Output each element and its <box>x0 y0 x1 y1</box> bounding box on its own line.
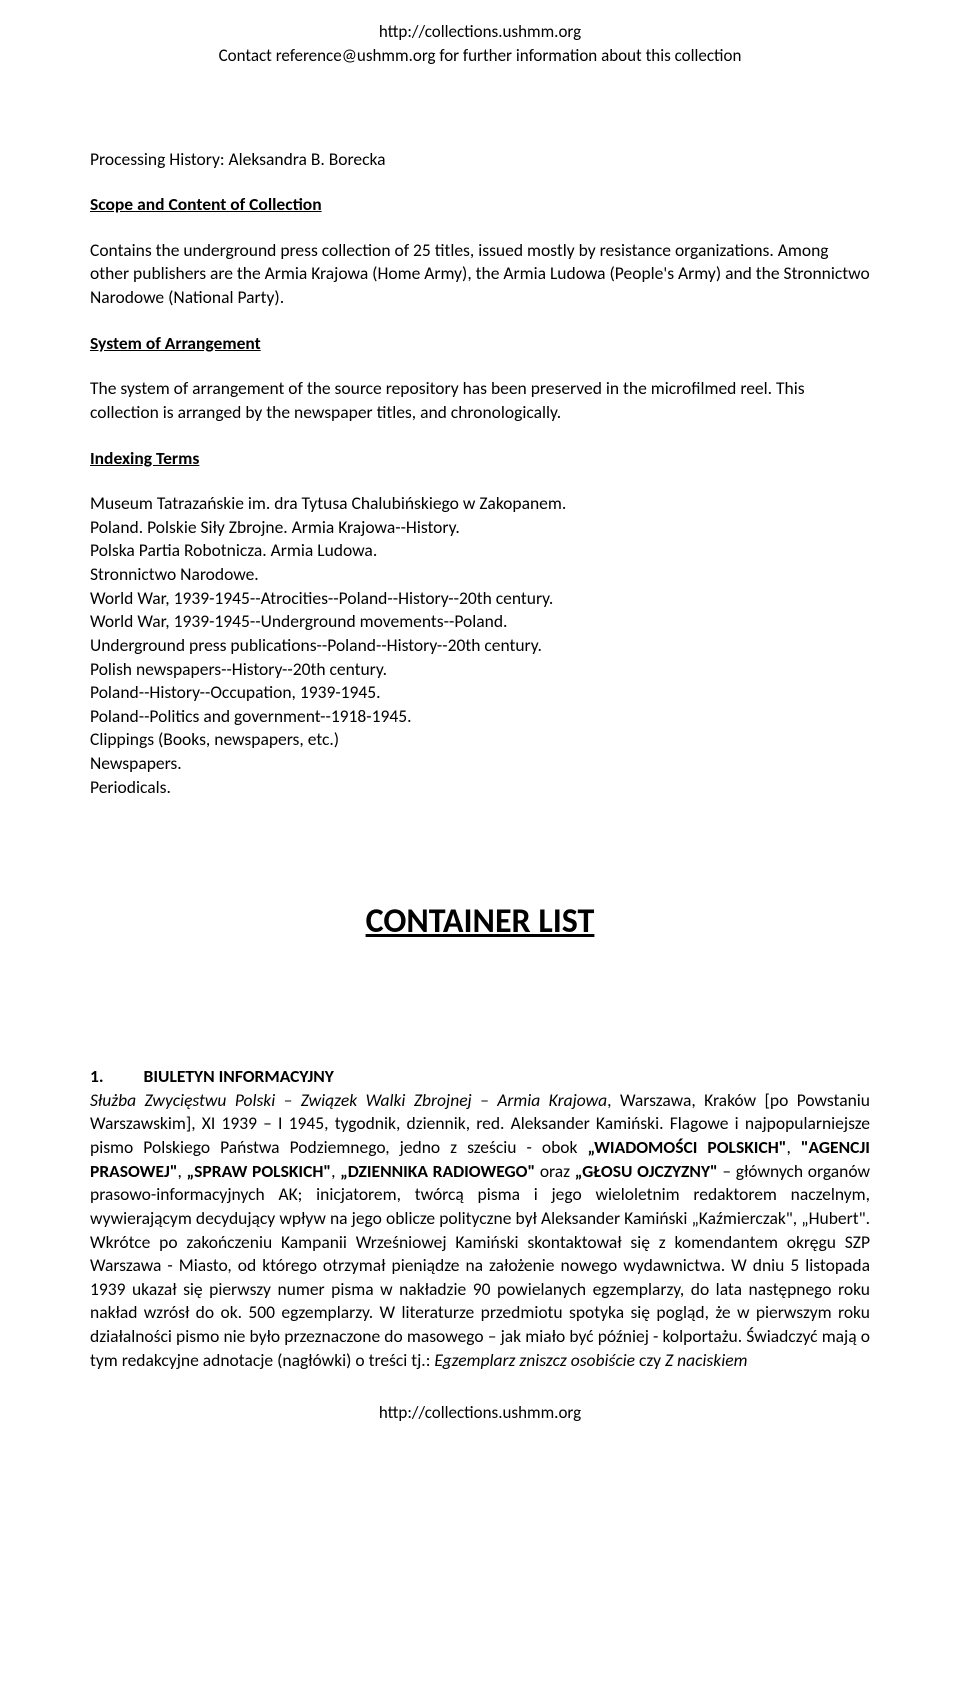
indexing-term: Periodicals. <box>90 776 870 800</box>
indexing-heading: Indexing Terms <box>90 447 870 471</box>
indexing-term: Museum Tatrazańskie im. dra Tytusa Chalu… <box>90 492 870 516</box>
entry-bold-3: „SPRAW POLSKICH" <box>187 1160 332 1182</box>
entry-bold-4: „DZIENNIKA RADIOWEGO" <box>340 1160 535 1182</box>
entry-bold-1: „WIADOMOŚCI POLSKICH" <box>587 1136 786 1158</box>
entry-text-2: – głównych organów prasowo-informacyjnyc… <box>90 1160 870 1371</box>
entry-sep-3: , <box>331 1160 340 1182</box>
indexing-term: Stronnictwo Narodowe. <box>90 563 870 587</box>
header-contact: Contact reference@ushmm.org for further … <box>90 44 870 68</box>
indexing-term: World War, 1939-1945--Atrocities--Poland… <box>90 587 870 611</box>
indexing-term: Poland--History--Occupation, 1939-1945. <box>90 681 870 705</box>
entry-number: 1. <box>90 1065 104 1087</box>
entry-italic-publisher: Służba Zwycięstwu Polski – Związek Walki… <box>90 1089 607 1111</box>
indexing-terms-list: Museum Tatrazańskie im. dra Tytusa Chalu… <box>90 492 870 799</box>
entry-sep-4: oraz <box>535 1160 575 1182</box>
entry-bold-5: „GŁOSU OJCZYZNY" <box>575 1160 718 1182</box>
scope-para: Contains the underground press collectio… <box>90 239 870 310</box>
container-list-title: CONTAINER LIST <box>90 899 870 945</box>
indexing-term: Polish newspapers--History--20th century… <box>90 658 870 682</box>
arrangement-para: The system of arrangement of the source … <box>90 377 870 424</box>
entry-italic-end-1: Egzemplarz zniszcz osobiście <box>434 1349 635 1371</box>
indexing-term: Clippings (Books, newspapers, etc.) <box>90 728 870 752</box>
arrangement-heading: System of Arrangement <box>90 332 870 356</box>
header-url: http://collections.ushmm.org <box>90 20 870 44</box>
entry-1: 1. BIULETYN INFORMACYJNY Służba Zwycięstw… <box>90 1065 870 1372</box>
entry-end-sep: czy <box>635 1349 665 1371</box>
indexing-term: Polska Partia Robotnicza. Armia Ludowa. <box>90 539 870 563</box>
indexing-term: Poland--Politics and government--1918-19… <box>90 705 870 729</box>
page-header: http://collections.ushmm.org Contact ref… <box>90 20 870 68</box>
entry-sep-2: , <box>178 1160 187 1182</box>
indexing-term: Underground press publications--Poland--… <box>90 634 870 658</box>
indexing-term: Poland. Polskie Siły Zbrojne. Armia Kraj… <box>90 516 870 540</box>
page-footer: http://collections.ushmm.org <box>0 1402 960 1443</box>
indexing-term: World War, 1939-1945--Underground moveme… <box>90 610 870 634</box>
indexing-term: Newspapers. <box>90 752 870 776</box>
entry-italic-end-2: Z naciskiem <box>665 1349 747 1371</box>
document-body: Processing History: Aleksandra B. Boreck… <box>90 148 870 1373</box>
entry-title: BIULETYN INFORMACYJNY <box>144 1065 334 1087</box>
scope-heading: Scope and Content of Collection <box>90 193 870 217</box>
entry-sep-1: , <box>786 1136 800 1158</box>
processing-history: Processing History: Aleksandra B. Boreck… <box>90 148 870 172</box>
